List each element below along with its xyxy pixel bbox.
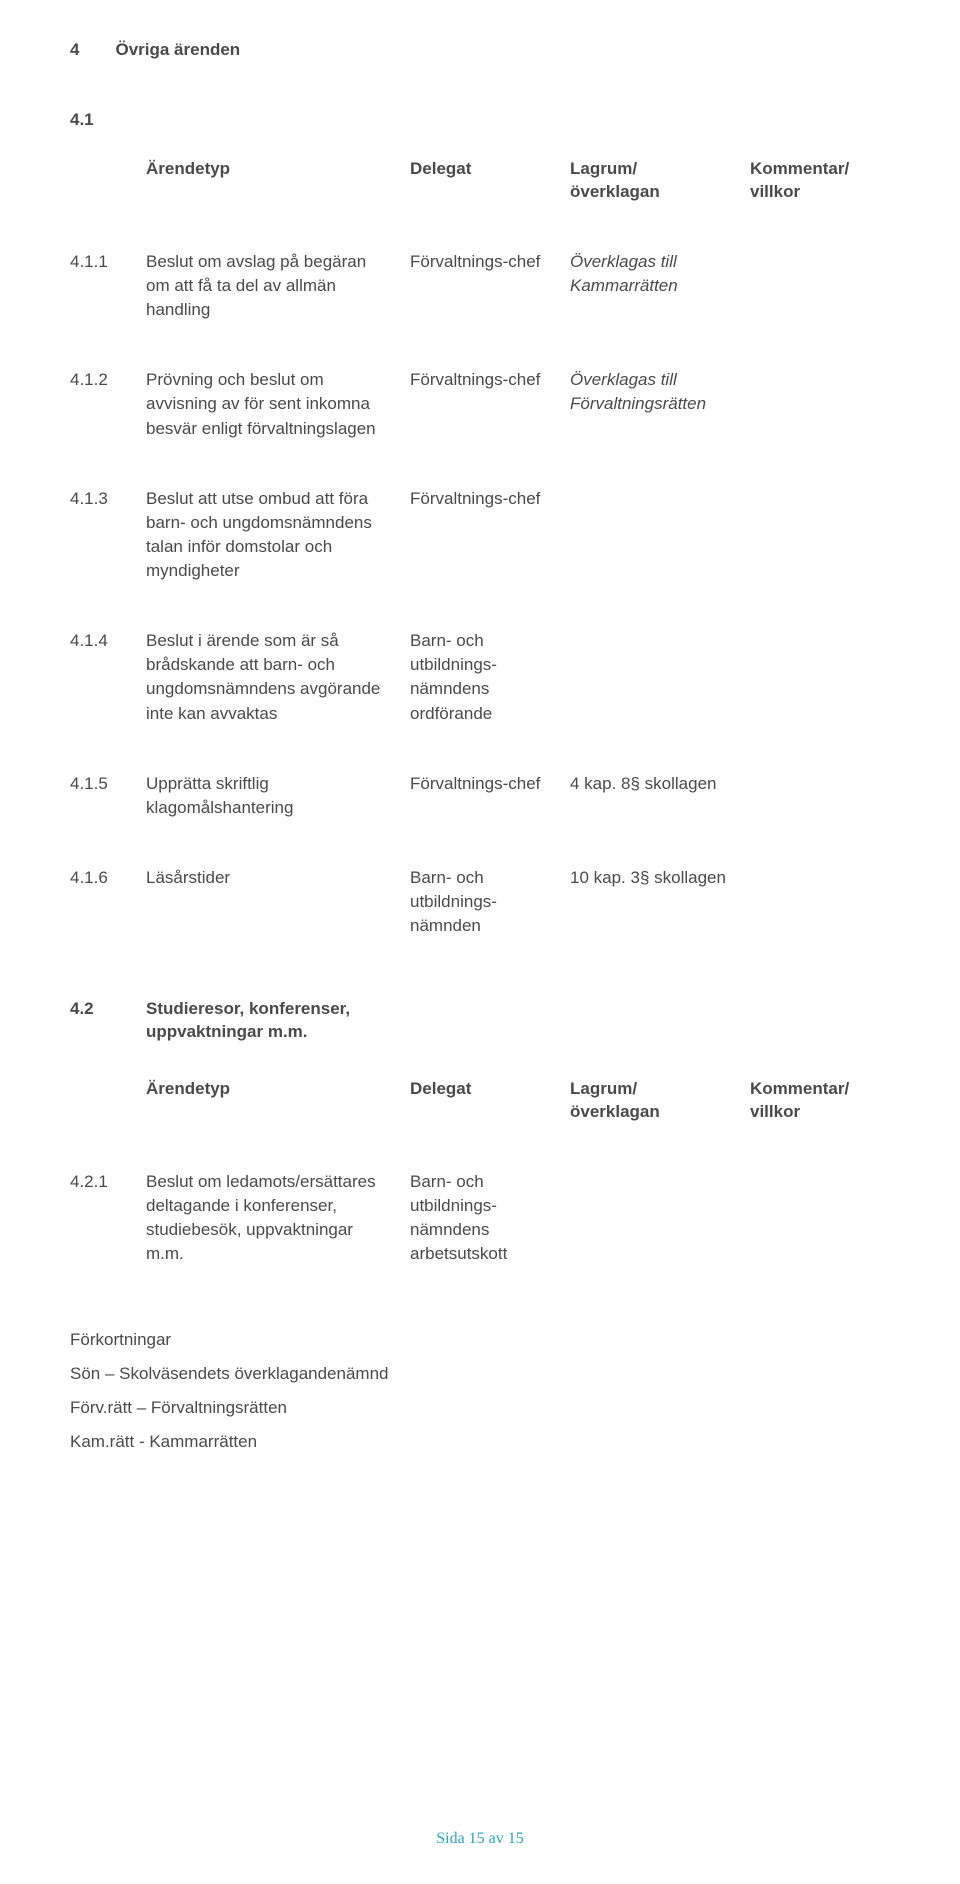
row-number: 4.1.6 [70,866,146,938]
abbreviations-block: Förkortningar Sön – Skolväsendets överkl… [70,1323,890,1459]
col-arendetyp: Ärendetyp [146,158,410,204]
col-kommentar-line2: villkor [750,182,800,201]
col-lagrum: Lagrum/ överklagan [570,1078,750,1124]
section-4-number: 4 [70,40,79,60]
abbrev-line: Kam.rätt - Kammarrätten [70,1425,890,1459]
col-lagrum: Lagrum/ överklagan [570,158,750,204]
row-number: 4.1.3 [70,487,146,584]
table-row: 4.1.4 Beslut i ärende som är så brådskan… [70,629,890,726]
row-kommentar [750,1170,890,1267]
row-number: 4.1.2 [70,368,146,440]
table-4-2-header: Ärendetyp Delegat Lagrum/ överklagan Kom… [146,1078,890,1124]
subsection-4-2-title: Studieresor, konferenser, uppvaktningar … [146,998,410,1044]
row-delegat: Förvaltnings-chef [410,250,570,322]
col-kommentar-line1: Kommentar/ [750,159,849,178]
row-desc: Beslut om avslag på begäran om att få ta… [146,250,410,322]
col-lagrum-line1: Lagrum/ [570,1079,637,1098]
table-row: 4.1.5 Upprätta skriftlig klagomålshanter… [70,772,890,820]
table-4-1-header: Ärendetyp Delegat Lagrum/ överklagan Kom… [146,158,890,204]
abbrev-line: Sön – Skolväsendets överklagandenämnd [70,1357,890,1391]
row-kommentar [750,772,890,820]
col-kommentar-line1: Kommentar/ [750,1079,849,1098]
row-desc: Beslut att utse ombud att föra barn- och… [146,487,410,584]
row-kommentar [750,250,890,322]
col-kommentar: Kommentar/ villkor [750,158,890,204]
col-lagrum-line2: överklagan [570,1102,660,1121]
row-lagrum: 4 kap. 8§ skollagen [570,772,750,820]
page: 4 Övriga ärenden 4.1 Ärendetyp Delegat L… [0,0,960,1884]
row-number: 4.1.5 [70,772,146,820]
row-kommentar [750,866,890,938]
row-number: 4.1.1 [70,250,146,322]
row-lagrum: Överklagas till Förvaltningsrätten [570,368,750,440]
subsection-4-2-heading: 4.2 Studieresor, konferenser, uppvaktnin… [70,998,890,1044]
table-row: 4.1.1 Beslut om avslag på begäran om att… [70,250,890,322]
section-4-title: Övriga ärenden [115,40,240,60]
subsection-4-2-number: 4.2 [70,998,146,1044]
row-lagrum [570,487,750,584]
row-delegat: Förvaltnings-chef [410,772,570,820]
col-delegat: Delegat [410,158,570,204]
col-delegat: Delegat [410,1078,570,1124]
table-row: 4.1.2 Prövning och beslut om avvisning a… [70,368,890,440]
row-desc: Beslut om ledamots/ersättares deltagande… [146,1170,410,1267]
row-delegat: Barn- och utbildnings-nämndens ordförand… [410,629,570,726]
row-desc: Beslut i ärende som är så brådskande att… [146,629,410,726]
row-delegat: Förvaltnings-chef [410,368,570,440]
subsection-4-1-number: 4.1 [70,110,890,130]
col-kommentar-line2: villkor [750,1102,800,1121]
row-lagrum: Överklagas till Kammarrätten [570,250,750,322]
row-lagrum: 10 kap. 3§ skollagen [570,866,750,938]
table-row: 4.2.1 Beslut om ledamots/ersättares delt… [70,1170,890,1267]
row-delegat: Förvaltnings-chef [410,487,570,584]
row-desc: Läsårstider [146,866,410,938]
section-4-heading: 4 Övriga ärenden [70,40,890,60]
row-delegat: Barn- och utbildnings-nämnden [410,866,570,938]
row-kommentar [750,368,890,440]
page-footer: Sida 15 av 15 [0,1830,960,1848]
row-kommentar [750,487,890,584]
row-number: 4.1.4 [70,629,146,726]
row-kommentar [750,629,890,726]
table-row: 4.1.3 Beslut att utse ombud att föra bar… [70,487,890,584]
row-lagrum [570,629,750,726]
col-arendetyp: Ärendetyp [146,1078,410,1124]
row-lagrum [570,1170,750,1267]
abbrev-line: Förv.rätt – Förvaltningsrätten [70,1391,890,1425]
col-lagrum-line1: Lagrum/ [570,159,637,178]
table-row: 4.1.6 Läsårstider Barn- och utbildnings-… [70,866,890,938]
row-number: 4.2.1 [70,1170,146,1267]
col-kommentar: Kommentar/ villkor [750,1078,890,1124]
abbrev-title: Förkortningar [70,1323,890,1357]
row-desc: Upprätta skriftlig klagomålshantering [146,772,410,820]
row-desc: Prövning och beslut om avvisning av för … [146,368,410,440]
col-lagrum-line2: överklagan [570,182,660,201]
row-delegat: Barn- och utbildnings-nämndens arbetsuts… [410,1170,570,1267]
